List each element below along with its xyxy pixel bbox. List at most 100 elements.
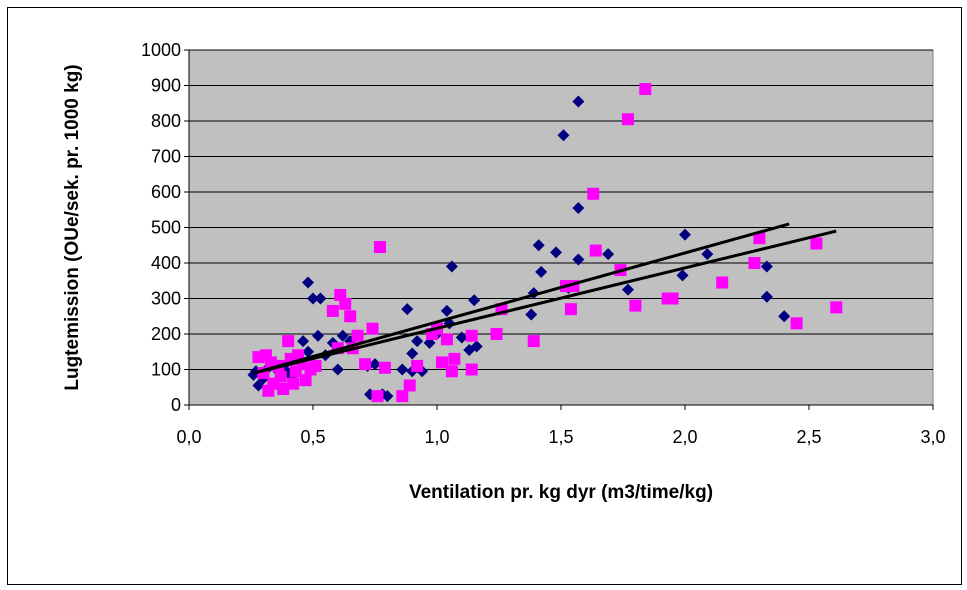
square-point xyxy=(445,365,458,378)
y-tick-label: 1000 xyxy=(141,40,181,60)
diamond-point xyxy=(440,304,453,317)
square-point xyxy=(287,377,300,390)
square-point xyxy=(639,83,652,96)
diamond-point xyxy=(401,303,414,316)
diamond-point xyxy=(679,228,691,241)
square-point xyxy=(274,370,287,383)
y-tick-label: 500 xyxy=(151,218,181,238)
diamond-point xyxy=(760,260,773,273)
square-point xyxy=(564,303,577,316)
square-point xyxy=(621,113,634,126)
square-point xyxy=(299,374,312,387)
square-point xyxy=(440,333,453,346)
square-point xyxy=(396,390,409,403)
x-axis: 0,0 0,5 1,0 1,5 2,0 2,5 3,0 xyxy=(176,404,946,447)
x-tick-label: 3,0 xyxy=(920,427,945,447)
square-point xyxy=(326,304,339,317)
y-tick-label: 900 xyxy=(151,76,181,96)
diamond-point xyxy=(532,239,545,252)
square-point xyxy=(282,335,295,348)
diamond-point xyxy=(445,260,458,273)
square-point xyxy=(344,310,357,323)
x-tick-label: 2,0 xyxy=(672,427,697,447)
diamond-point xyxy=(302,345,315,358)
diamond-point xyxy=(572,201,585,214)
x-tick-label: 0,5 xyxy=(300,427,325,447)
square-point xyxy=(810,237,823,250)
y-tick-label: 100 xyxy=(151,360,181,380)
square-point xyxy=(527,335,540,348)
square-point xyxy=(448,352,461,365)
square-point xyxy=(629,299,642,312)
diamond-point xyxy=(468,294,481,307)
diamond-point xyxy=(557,129,570,142)
diamond-point xyxy=(396,363,409,376)
square-point xyxy=(753,232,766,245)
diamond-point xyxy=(336,329,349,342)
square-point xyxy=(371,390,384,403)
square-point xyxy=(830,301,843,314)
diamond-point xyxy=(572,95,585,108)
square-point xyxy=(378,361,391,374)
square-point xyxy=(411,359,424,372)
square-point xyxy=(373,241,386,254)
square-point xyxy=(490,328,503,340)
y-tick-label: 200 xyxy=(151,324,181,344)
x-tick-label: 1,5 xyxy=(548,427,573,447)
diamond-point xyxy=(550,246,563,259)
diamond-point xyxy=(778,310,791,323)
data-points xyxy=(247,83,843,403)
square-point xyxy=(366,322,379,335)
square-point xyxy=(359,358,372,371)
square-point xyxy=(790,317,803,330)
diamond-point xyxy=(331,363,344,376)
diamond-point xyxy=(406,347,419,360)
trendline xyxy=(253,222,790,375)
square-point xyxy=(403,379,416,392)
y-tick-label: 600 xyxy=(151,182,181,202)
diamond-point xyxy=(760,290,773,303)
x-tick-label: 0,0 xyxy=(176,427,201,447)
y-tick-label: 300 xyxy=(151,289,181,309)
y-tick-label: 700 xyxy=(151,147,181,167)
y-tick-label: 400 xyxy=(151,253,181,273)
x-tick-label: 2,5 xyxy=(796,427,821,447)
square-point xyxy=(666,292,679,305)
diamond-point xyxy=(307,292,319,305)
diamond-point xyxy=(676,269,689,282)
diamond-point xyxy=(572,253,585,266)
square-point xyxy=(435,356,448,369)
y-axis: 0 100 200 300 400 500 600 700 800 900 1000 xyxy=(141,40,190,415)
diamond-point xyxy=(701,248,714,261)
y-axis-title: Lugtemission (OUe/sek. pr. 1000 kg) xyxy=(62,64,83,390)
diamond-point xyxy=(247,368,260,381)
square-point xyxy=(589,244,602,257)
trendlines xyxy=(253,222,837,375)
square-point xyxy=(748,257,761,269)
diamond-point xyxy=(455,331,468,344)
y-tick-label: 800 xyxy=(151,111,181,131)
trendline xyxy=(253,229,837,375)
diamond-point xyxy=(621,283,634,296)
x-tick-label: 1,0 xyxy=(424,427,449,447)
square-point xyxy=(351,329,364,342)
y-tick-label: 0 xyxy=(171,395,181,415)
diamond-point xyxy=(411,335,424,348)
diamond-point xyxy=(470,340,483,353)
diamond-point xyxy=(252,379,265,392)
diamond-point xyxy=(302,276,315,289)
square-point xyxy=(465,363,478,376)
square-point xyxy=(587,187,600,200)
square-point xyxy=(716,276,729,289)
square-point xyxy=(309,359,322,372)
diamond-point xyxy=(535,265,548,278)
square-point xyxy=(277,383,290,396)
diamond-point xyxy=(525,308,538,321)
diamond-point xyxy=(311,329,324,342)
diamond-point xyxy=(369,358,381,371)
x-axis-title: Ventilation pr. kg dyr (m3/time/kg) xyxy=(409,482,713,503)
diamond-point xyxy=(602,248,615,261)
diamond-point xyxy=(314,292,327,305)
diamond-point xyxy=(297,335,310,348)
